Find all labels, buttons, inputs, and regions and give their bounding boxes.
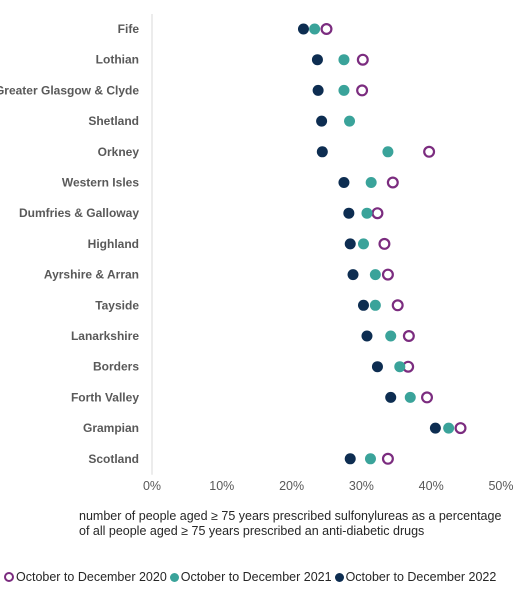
category-label: Highland — [88, 237, 139, 251]
data-point-series-2 — [364, 453, 376, 465]
legend-marker-icon — [169, 572, 179, 582]
data-point-series-2 — [382, 146, 394, 158]
legend-item: October to December 2020 — [4, 570, 167, 584]
category-label: Fife — [118, 22, 140, 36]
data-point-series-2 — [443, 422, 455, 434]
category-label: Borders — [93, 360, 139, 374]
data-point-series-3 — [312, 84, 324, 96]
data-point-series-2 — [309, 23, 321, 35]
data-point-series-2 — [385, 330, 397, 342]
data-point-series-1 — [423, 145, 436, 158]
data-point-series-1 — [371, 207, 384, 220]
data-point-series-1 — [381, 452, 394, 465]
data-point-series-3 — [371, 361, 383, 373]
data-point-series-3 — [385, 391, 397, 403]
chart-legend: October to December 2020 October to Decem… — [4, 570, 523, 584]
data-point-series-2 — [338, 84, 350, 96]
category-label: Western Isles — [62, 176, 139, 190]
data-point-series-1 — [402, 330, 415, 343]
legend-label: October to December 2020 — [16, 570, 167, 584]
data-point-series-2 — [344, 115, 356, 127]
data-point-series-3 — [343, 207, 355, 219]
data-point-series-3 — [311, 54, 323, 66]
value-axis-tick-labels: 0% 10% 20% 30% 40% 50% — [143, 479, 514, 493]
data-point-series-2 — [361, 207, 373, 219]
legend-item: October to December 2022 — [334, 570, 497, 584]
data-point-series-2 — [357, 238, 369, 250]
legend-label: October to December 2022 — [345, 570, 497, 584]
legend-marker-icon — [334, 572, 344, 582]
x-tick-label: 0% — [143, 479, 161, 493]
x-tick-label: 50% — [488, 479, 513, 493]
data-point-series-3 — [344, 453, 356, 465]
data-point-series-1 — [378, 237, 391, 250]
data-point-series-3 — [297, 23, 309, 35]
data-point-series-3 — [316, 146, 328, 158]
data-point-series-1 — [454, 422, 467, 435]
data-point-series-1 — [386, 176, 399, 189]
category-label: Scotland — [88, 452, 139, 466]
data-point-series-3 — [357, 299, 369, 311]
data-points — [297, 23, 467, 465]
category-label: Greater Glasgow & Clyde — [0, 83, 139, 97]
data-point-series-2 — [404, 391, 416, 403]
category-label: Ayrshire & Arran — [44, 268, 139, 282]
legend-marker-icon — [4, 572, 14, 582]
data-point-series-1 — [320, 23, 333, 36]
x-axis-label: number of people aged ≥ 75 years prescri… — [79, 509, 502, 538]
data-point-series-3 — [316, 115, 328, 127]
legend-label: October to December 2021 — [180, 570, 332, 584]
data-point-series-1 — [356, 53, 369, 66]
category-label: Orkney — [98, 145, 140, 159]
data-point-series-2 — [369, 299, 381, 311]
category-label: Tayside — [95, 298, 139, 312]
data-point-series-3 — [347, 269, 359, 281]
category-label: Grampian — [83, 421, 139, 435]
x-tick-label: 20% — [279, 479, 304, 493]
data-point-series-3 — [338, 177, 350, 188]
x-tick-label: 30% — [349, 479, 374, 493]
x-tick-label: 40% — [419, 479, 444, 493]
category-label: Forth Valley — [71, 390, 139, 404]
category-label: Dumfries & Galloway — [19, 206, 139, 220]
data-point-series-3 — [361, 330, 373, 342]
data-point-series-1 — [391, 299, 404, 312]
data-point-series-2 — [365, 177, 377, 188]
data-point-series-2 — [338, 54, 350, 66]
data-point-series-1 — [421, 391, 434, 404]
data-point-series-1 — [381, 268, 394, 281]
category-label: Lothian — [96, 53, 139, 67]
x-tick-label: 10% — [209, 479, 234, 493]
data-point-series-1 — [356, 84, 369, 97]
data-point-series-3 — [429, 422, 441, 434]
category-label: Lanarkshire — [71, 329, 139, 343]
data-point-series-3 — [344, 238, 356, 250]
data-point-series-2 — [394, 361, 406, 373]
category-labels: Fife Lothian Greater Glasgow & Clyde Shetla… — [0, 22, 139, 466]
category-label: Shetland — [88, 114, 139, 128]
data-point-series-2 — [369, 269, 381, 281]
legend-item: October to December 2021 — [169, 570, 332, 584]
